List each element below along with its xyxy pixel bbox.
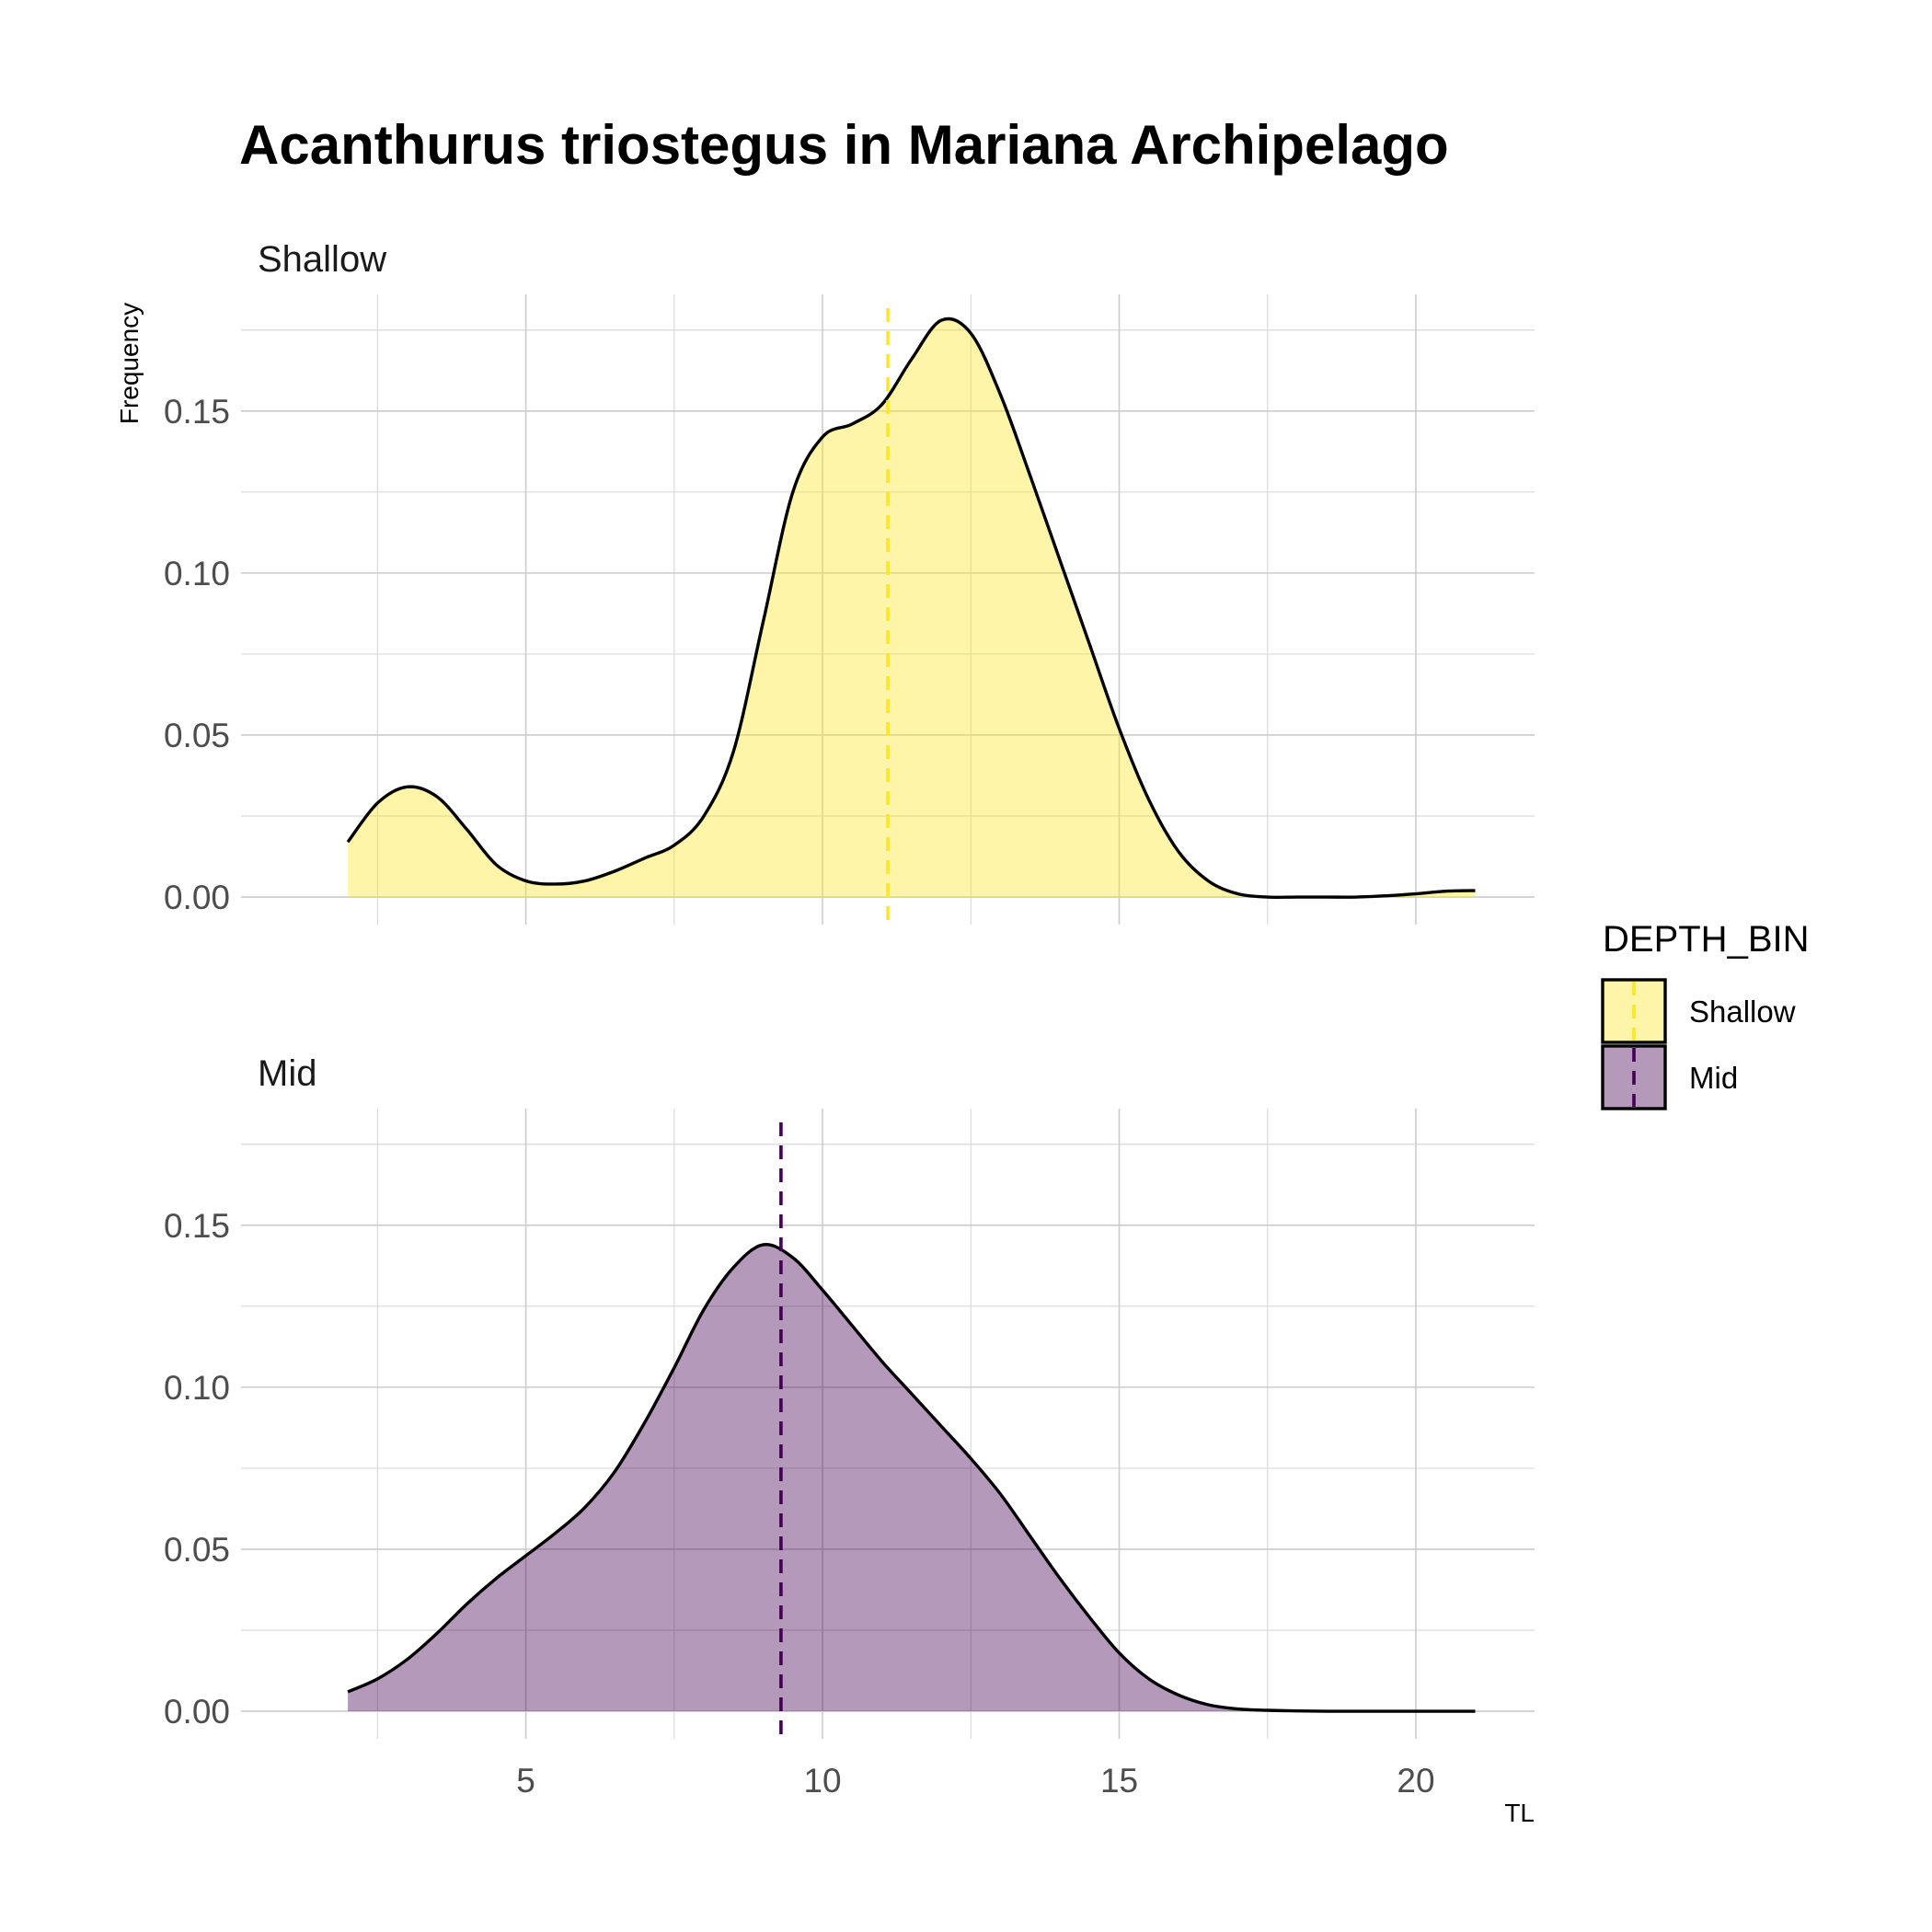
x-tick-label: 20: [1397, 1762, 1434, 1800]
legend-keys: Shallow Mid: [1601, 978, 1796, 1110]
x-tick-label: 10: [803, 1762, 841, 1800]
facet-panels: Shallow 0.00 0.05 0.10 0.15 Mid 0.00 0.05 0.10 0.…: [164, 239, 1535, 1800]
y-tick-label: 0.10: [164, 555, 230, 592]
legend-key-shallow: Shallow: [1601, 978, 1796, 1044]
legend-key-mid: Mid: [1601, 1044, 1738, 1110]
y-tick-label: 0.05: [164, 1531, 230, 1569]
legend-label: Shallow: [1689, 995, 1796, 1029]
y-tick-label: 0.10: [164, 1369, 230, 1407]
strip-label-shallow: Shallow: [258, 239, 386, 280]
density-curve-mid: [347, 1242, 1476, 1713]
strip-label-mid: Mid: [258, 1053, 316, 1094]
y-tick-label: 0.00: [164, 1693, 230, 1731]
legend-title: DEPTH_BIN: [1603, 919, 1810, 960]
legend: DEPTH_BIN Shallow Mid: [1601, 919, 1810, 1110]
x-tick-label: 15: [1100, 1762, 1138, 1800]
density-area-shallow: [348, 318, 1476, 898]
y-tick-label: 0.05: [164, 717, 230, 754]
y-tick-label: 0.15: [164, 1207, 230, 1245]
y-tick-label: 0.00: [164, 879, 230, 916]
panel-mid: Mid 0.00 0.05 0.10 0.15: [164, 1053, 1535, 1739]
chart-title: Acanthurus triostegus in Mariana Archipe…: [239, 114, 1449, 176]
panel-shallow: Shallow 0.00 0.05 0.10 0.15: [164, 239, 1535, 925]
y-tick-label: 0.15: [164, 393, 230, 431]
y-axis-label: Frequency: [115, 303, 144, 424]
density-area-mid: [348, 1244, 1476, 1712]
x-axis-label: TL: [1504, 1799, 1535, 1827]
legend-label: Mid: [1689, 1061, 1738, 1095]
density-curve-shallow: [346, 316, 1476, 900]
x-tick-label: 5: [516, 1762, 535, 1800]
